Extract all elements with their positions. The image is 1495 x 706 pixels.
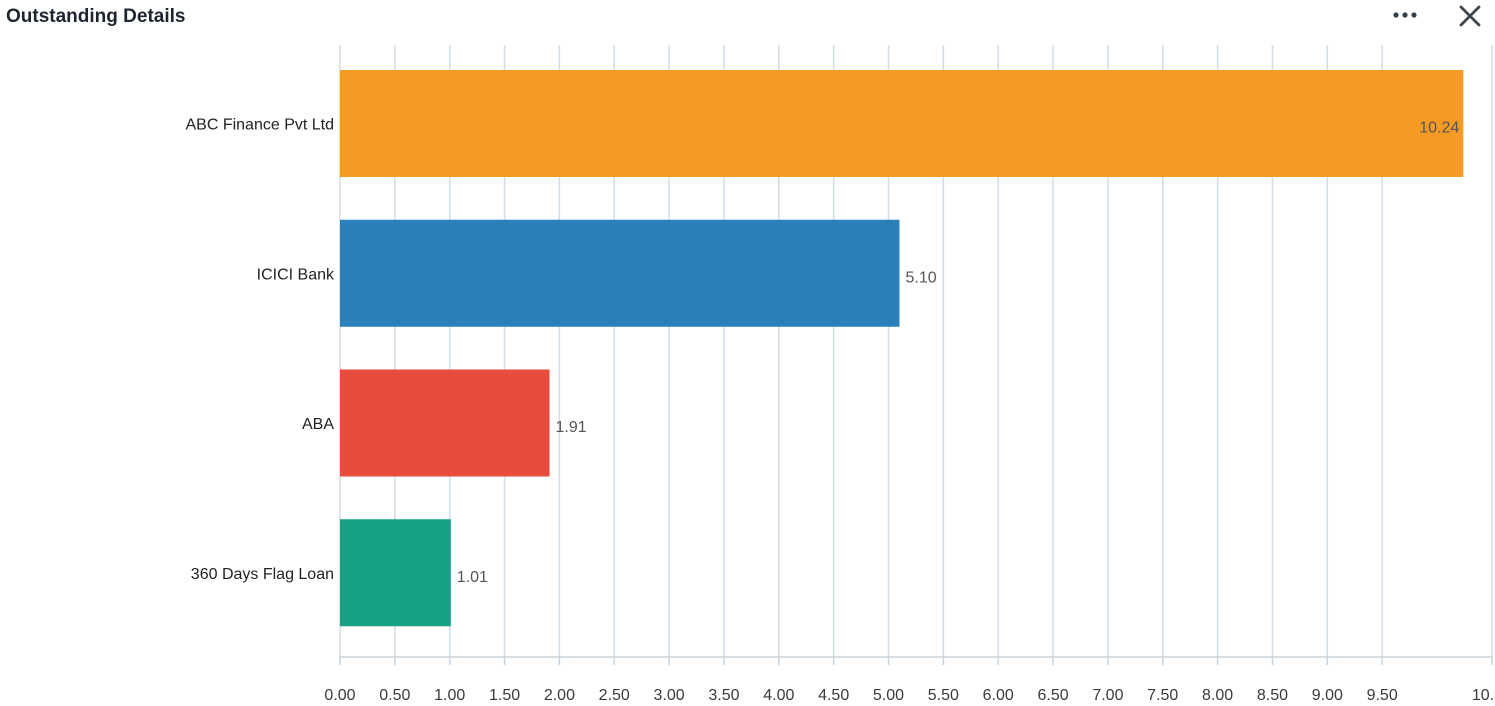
x-tick-label: 1.50 [489,687,520,704]
x-tick-label: 2.00 [544,687,575,704]
panel-title: Outstanding Details [6,6,186,27]
x-tick-label: 2.50 [599,687,630,704]
more-horizontal-icon [1393,12,1417,18]
x-tick-label: 4.50 [818,687,849,704]
x-tick-label: 4.00 [763,687,794,704]
y-category-label: ABA [302,416,334,433]
bar [340,369,550,477]
x-tick-label: 0.00 [324,687,355,704]
x-tick-label: 7.50 [1147,687,1178,704]
bar-value-label: 5.10 [905,269,936,286]
bar-value-label: 1.91 [556,419,587,436]
close-button[interactable] [1455,2,1485,30]
x-tick-label: 6.00 [983,687,1014,704]
x-tick-label: 10.50 [1472,687,1495,704]
y-category-label: ABC Finance Pvt Ltd [185,117,334,134]
more-options-button[interactable] [1389,4,1423,26]
x-tick-label: 0.50 [379,687,410,704]
y-category-label: ICICI Bank [257,266,335,283]
x-tick-label: 8.50 [1257,687,1288,704]
bar-value-label: 10.24 [1419,120,1459,137]
bar [340,519,451,627]
x-tick-label: 1.00 [434,687,465,704]
bar [340,70,1464,177]
bar-value-label: 1.01 [457,569,488,586]
chart-bars [340,70,1464,627]
x-tick-label: 3.00 [654,687,685,704]
bar [340,219,900,327]
x-tick-label: 5.50 [928,687,959,704]
y-category-label: 360 Days Flag Loan [191,566,334,583]
x-tick-label: 9.00 [1312,687,1343,704]
x-tick-label: 5.00 [873,687,904,704]
x-tick-label: 7.00 [1092,687,1123,704]
x-tick-label: 8.00 [1202,687,1233,704]
x-tick-label: 9.50 [1367,687,1398,704]
close-icon [1459,5,1481,27]
chart-labels: 0.00 0.50 1.00 1.50 2.00 2.50 3.00 3.50 4.00 4.50… [185,117,1495,705]
x-tick-label: 6.50 [1037,687,1068,704]
x-tick-label: 3.50 [708,687,739,704]
